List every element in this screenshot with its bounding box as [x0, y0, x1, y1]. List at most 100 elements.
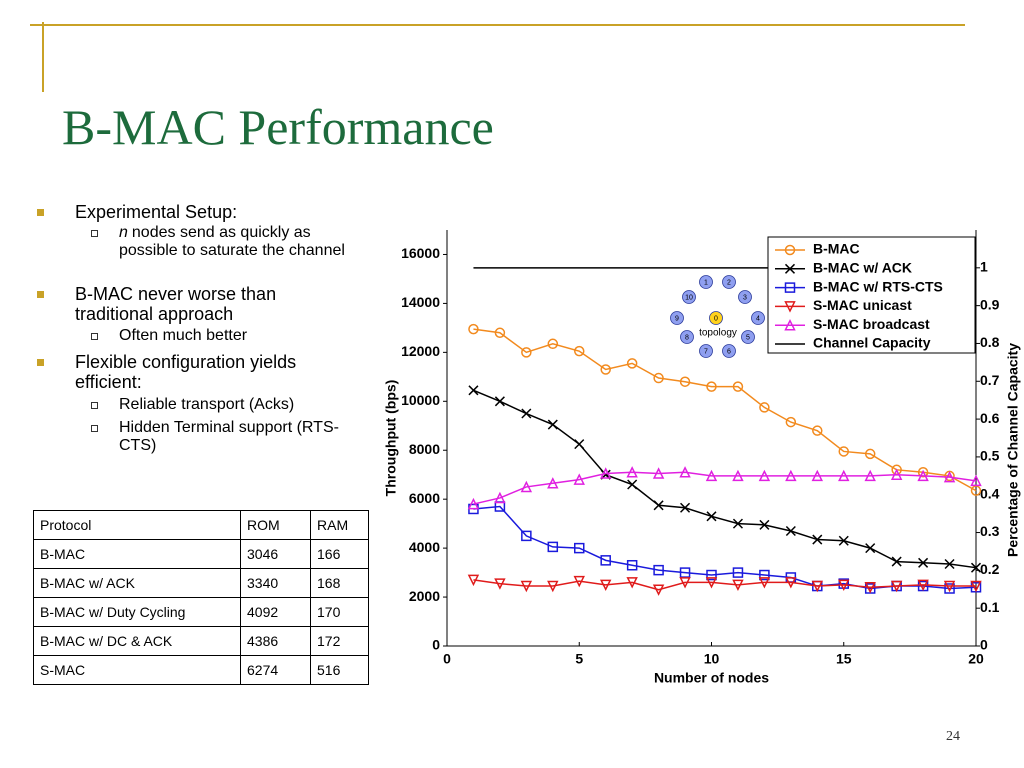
- marker: [521, 530, 532, 542]
- marker: [494, 327, 506, 339]
- x-tick-label: 5: [575, 651, 583, 667]
- table-cell: 516: [310, 655, 369, 685]
- marker: [732, 381, 744, 392]
- marker: [679, 567, 691, 578]
- table-cell: 172: [310, 626, 369, 656]
- topology-node: [722, 344, 736, 358]
- legend-box: [767, 236, 976, 354]
- inset-label: topology: [699, 328, 737, 339]
- marker: [759, 519, 770, 530]
- marker: [891, 556, 902, 567]
- marker: [970, 562, 982, 573]
- marker: [600, 555, 611, 566]
- slide-title: B-MAC Performance: [62, 99, 494, 155]
- marker: [838, 535, 849, 546]
- marker: [732, 567, 744, 578]
- marker: [785, 577, 797, 589]
- marker: [705, 577, 718, 589]
- sub-bullet: Often much better: [91, 327, 349, 345]
- marker: [627, 479, 638, 490]
- topology-node: [741, 330, 755, 344]
- x-axis-label: Number of nodes: [654, 670, 769, 686]
- table-cell: 4386: [240, 626, 311, 656]
- table-cell: 6274: [240, 655, 311, 685]
- marker: [706, 569, 717, 581]
- marker: [599, 579, 612, 592]
- sub-bullet-text: Hidden Terminal support (RTS-CTS): [119, 419, 339, 454]
- legend-label: Channel Capacity: [813, 335, 931, 351]
- marker: [467, 574, 480, 587]
- bullet: Experimental Setup:: [37, 202, 330, 222]
- x-tick-label: 15: [836, 651, 852, 667]
- marker: [573, 575, 585, 588]
- marker: [812, 534, 823, 545]
- topology-node: [709, 311, 723, 325]
- marker: [784, 301, 796, 313]
- marker: [732, 579, 744, 592]
- topology-node-label: 9: [675, 315, 679, 322]
- marker: [784, 244, 796, 256]
- marker: [759, 569, 770, 581]
- marker: [653, 500, 664, 511]
- table-row: Protocol ROM RAM: [33, 510, 369, 540]
- y2-tick-label: 0.2: [980, 561, 1000, 577]
- marker: [547, 580, 559, 593]
- marker: [520, 580, 533, 593]
- marker: [494, 396, 505, 407]
- series-line: [473, 389, 977, 569]
- table: Protocol ROM RAM B-MAC 3046 166 B-MAC w/ ACK 33…: [33, 510, 369, 685]
- table-cell: 170: [310, 597, 369, 627]
- table-cell: B-MAC: [33, 539, 241, 569]
- x-tick-label: 0: [443, 651, 451, 667]
- table-row: B-MAC w/ DC & ACK 4386 172: [33, 626, 369, 656]
- x-tick-label: 20: [968, 651, 984, 667]
- y-tick-label: 2000: [409, 588, 440, 604]
- marker: [679, 466, 691, 478]
- table-cell: B-MAC w/ ACK: [33, 568, 241, 598]
- marker: [864, 469, 876, 482]
- table-cell: 168: [310, 568, 369, 598]
- series-line: [473, 471, 977, 505]
- marker: [785, 416, 797, 428]
- marker: [917, 467, 929, 478]
- marker: [521, 347, 532, 358]
- series-line: [473, 579, 976, 591]
- marker: [626, 358, 638, 369]
- marker: [944, 583, 955, 594]
- marker: [918, 557, 929, 568]
- table-cell: B-MAC w/ DC & ACK: [33, 626, 241, 656]
- marker: [547, 338, 559, 350]
- y-tick-label: 6000: [409, 490, 440, 506]
- marker: [521, 408, 532, 419]
- topology-node: [722, 275, 736, 289]
- legend-label: S-MAC unicast: [813, 297, 912, 313]
- y-tick-label: 12000: [401, 343, 440, 359]
- marker: [758, 577, 771, 589]
- y2-tick-label: 0.1: [980, 599, 1000, 615]
- marker: [732, 518, 743, 529]
- marker: [784, 282, 796, 293]
- bullet: Flexible configuration yields efficient:: [37, 352, 350, 392]
- legend-label: B-MAC w/ RTS-CTS: [813, 278, 943, 294]
- marker: [864, 448, 876, 460]
- y2-tick-label: 0.8: [980, 334, 1000, 350]
- table-row: B-MAC 3046 166: [33, 539, 369, 569]
- marker: [547, 477, 559, 489]
- topology-node: [682, 290, 696, 304]
- y2-axis-label: Percentage of Channel Capacity: [1005, 343, 1021, 557]
- marker: [468, 323, 479, 335]
- page-number: 24: [946, 729, 960, 744]
- marker: [652, 467, 665, 479]
- marker: [574, 439, 585, 450]
- marker: [811, 469, 824, 482]
- table-row: S-MAC 6274 516: [33, 655, 369, 685]
- topology-node-label: 0: [714, 315, 718, 322]
- marker: [653, 564, 664, 576]
- marker: [468, 385, 479, 396]
- marker: [970, 580, 982, 593]
- marker: [785, 525, 796, 537]
- topology-node-label: 4: [756, 315, 760, 322]
- y-tick-label: 16000: [401, 245, 440, 261]
- marker: [573, 473, 585, 485]
